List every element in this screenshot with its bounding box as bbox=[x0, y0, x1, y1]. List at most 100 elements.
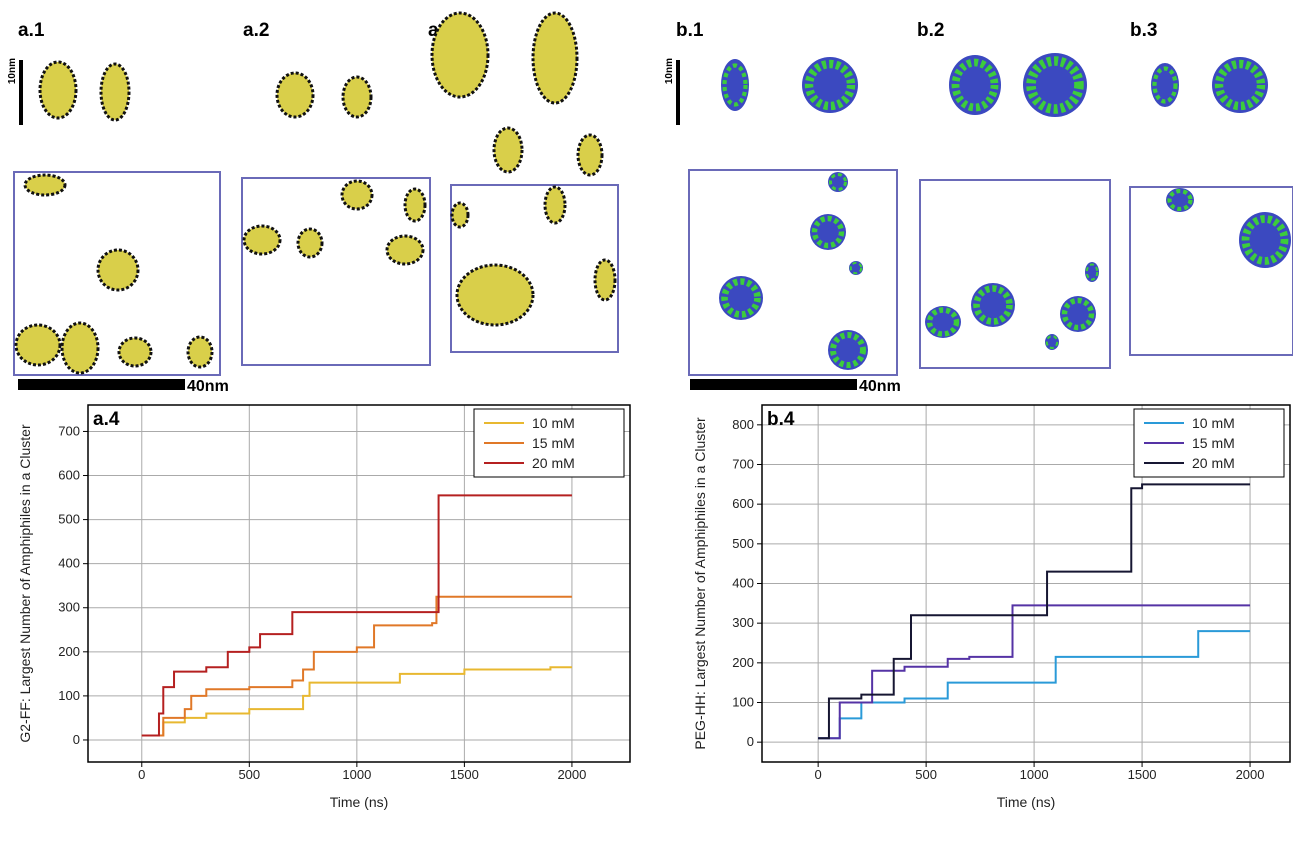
y-tick-label: 100 bbox=[58, 688, 80, 703]
legend-label: 10 mM bbox=[532, 415, 575, 431]
micelle-shell bbox=[1045, 334, 1059, 350]
scale-label: 10nm bbox=[664, 58, 675, 84]
aggregate-outline bbox=[492, 126, 524, 174]
aggregate-outline bbox=[275, 71, 315, 119]
scale-bar bbox=[690, 379, 857, 390]
y-tick-label: 100 bbox=[732, 695, 754, 710]
aggregate bbox=[25, 175, 65, 195]
micelle-shell bbox=[951, 58, 999, 112]
aggregate bbox=[578, 135, 602, 175]
aggregate bbox=[343, 77, 371, 117]
aggregate-outline bbox=[341, 75, 373, 119]
aggregate bbox=[342, 181, 372, 209]
y-tick-label: 0 bbox=[747, 734, 754, 749]
x-tick-label: 2000 bbox=[557, 767, 586, 782]
legend-label: 10 mM bbox=[1192, 415, 1235, 431]
aggregate-outline bbox=[450, 201, 470, 229]
aggregate bbox=[387, 236, 423, 264]
y-tick-label: 200 bbox=[58, 644, 80, 659]
y-axis-label: PEG-HH: Largest Number of Amphiphiles in… bbox=[692, 417, 708, 750]
aggregate-outline bbox=[242, 224, 282, 256]
scale-bar bbox=[676, 60, 680, 125]
aggregate bbox=[432, 13, 488, 97]
aggregate bbox=[119, 338, 151, 366]
legend-label: 20 mM bbox=[532, 455, 575, 471]
micelle-shell bbox=[829, 173, 847, 191]
scale-label: 40nm bbox=[187, 378, 229, 395]
y-axis-label: G2-FF: Largest Number of Amphiphiles in … bbox=[17, 424, 33, 743]
aggregate-outline bbox=[593, 258, 617, 302]
aggregate-outline bbox=[99, 62, 131, 122]
scale-label: 10nm bbox=[7, 58, 18, 84]
aggregate-outline bbox=[531, 11, 579, 105]
series-line bbox=[818, 483, 1251, 740]
series-line bbox=[141, 595, 572, 737]
y-tick-label: 400 bbox=[732, 576, 754, 591]
aggregate-outline bbox=[543, 185, 567, 225]
micelle-shell bbox=[926, 307, 960, 337]
micelle-shell bbox=[1167, 188, 1193, 212]
x-tick-label: 2000 bbox=[1236, 767, 1265, 782]
aggregate bbox=[595, 260, 615, 300]
panel-label: b.2 bbox=[917, 20, 944, 41]
x-axis-label: Time (ns) bbox=[330, 794, 389, 810]
simulation-snapshots bbox=[14, 11, 1291, 375]
micelle-shell bbox=[721, 278, 761, 318]
aggregate bbox=[62, 323, 98, 373]
micelle-shell bbox=[1061, 297, 1095, 331]
aggregate bbox=[188, 337, 212, 367]
aggregate bbox=[405, 189, 425, 221]
x-tick-label: 500 bbox=[238, 767, 260, 782]
micelle-shell bbox=[804, 59, 856, 111]
panel-label: a.1 bbox=[18, 20, 45, 41]
sim-box bbox=[13, 171, 221, 376]
y-tick-label: 400 bbox=[58, 556, 80, 571]
micelle-shell bbox=[1152, 66, 1178, 104]
aggregate-outline bbox=[117, 336, 153, 368]
aggregate-outline bbox=[23, 173, 67, 197]
scale-bar bbox=[18, 379, 185, 390]
sim-box bbox=[1129, 186, 1293, 356]
series-line bbox=[818, 630, 1251, 740]
y-tick-label: 600 bbox=[58, 468, 80, 483]
aggregate bbox=[244, 226, 280, 254]
sim-box bbox=[688, 169, 898, 376]
aggregate bbox=[452, 203, 468, 227]
micelle-shell bbox=[1214, 59, 1266, 111]
micelle-shell bbox=[1085, 263, 1099, 281]
x-tick-label: 500 bbox=[915, 767, 937, 782]
plot-frame bbox=[87, 404, 631, 763]
scale-label: 40nm bbox=[859, 378, 901, 395]
series-line bbox=[141, 494, 572, 737]
series-line bbox=[141, 666, 572, 737]
micelle-shell bbox=[830, 332, 866, 368]
scale-bar bbox=[19, 60, 23, 125]
sim-box bbox=[450, 184, 619, 353]
series-line bbox=[818, 604, 1251, 740]
aggregate bbox=[298, 229, 322, 257]
aggregate bbox=[16, 325, 60, 365]
aggregate-outline bbox=[455, 263, 535, 327]
x-tick-label: 1500 bbox=[450, 767, 479, 782]
aggregate-outline bbox=[340, 179, 374, 211]
y-tick-label: 800 bbox=[732, 417, 754, 432]
aggregate-outline bbox=[14, 323, 62, 367]
micelle-shell bbox=[1026, 56, 1084, 114]
legend-label: 15 mM bbox=[532, 435, 575, 451]
x-tick-label: 1000 bbox=[342, 767, 371, 782]
aggregate-outline bbox=[430, 11, 490, 99]
y-tick-label: 500 bbox=[58, 512, 80, 527]
plot-frame bbox=[761, 404, 1291, 763]
aggregate bbox=[40, 62, 76, 118]
micelle bbox=[721, 59, 749, 111]
aggregate-outline bbox=[403, 187, 427, 223]
aggregate-outline bbox=[186, 335, 214, 369]
aggregate-outline bbox=[96, 248, 140, 292]
micelle-shell bbox=[811, 215, 845, 249]
aggregate bbox=[101, 64, 129, 120]
aggregate-outline bbox=[576, 133, 604, 177]
legend-label: 20 mM bbox=[1192, 455, 1235, 471]
x-tick-label: 0 bbox=[815, 767, 822, 782]
panel-label: a.4 bbox=[93, 409, 120, 430]
